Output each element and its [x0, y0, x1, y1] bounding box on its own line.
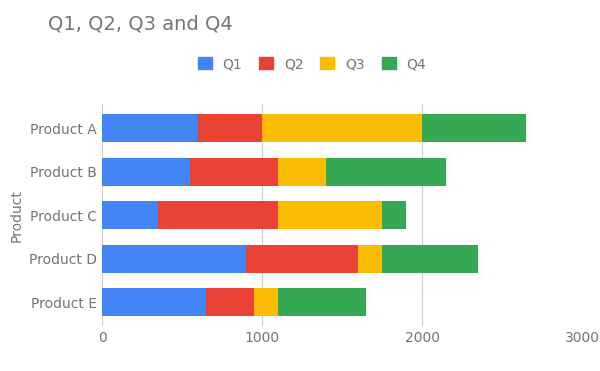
Text: Q1, Q2, Q3 and Q4: Q1, Q2, Q3 and Q4: [48, 15, 233, 34]
Bar: [198, 114, 262, 142]
Y-axis label: Product: Product: [10, 189, 23, 242]
Bar: [358, 244, 382, 273]
Bar: [206, 288, 254, 316]
Bar: [190, 158, 278, 186]
Bar: [102, 114, 198, 142]
Legend: Q1, Q2, Q3, Q4: Q1, Q2, Q3, Q4: [192, 52, 432, 76]
Bar: [382, 244, 478, 273]
Bar: [422, 114, 526, 142]
Bar: [278, 288, 366, 316]
Bar: [158, 201, 278, 229]
Bar: [382, 201, 406, 229]
Bar: [102, 288, 206, 316]
Bar: [254, 288, 278, 316]
Bar: [262, 114, 422, 142]
Bar: [102, 244, 246, 273]
Bar: [102, 158, 190, 186]
Bar: [326, 158, 446, 186]
Bar: [278, 158, 326, 186]
Bar: [102, 201, 158, 229]
Bar: [278, 201, 382, 229]
Bar: [246, 244, 358, 273]
